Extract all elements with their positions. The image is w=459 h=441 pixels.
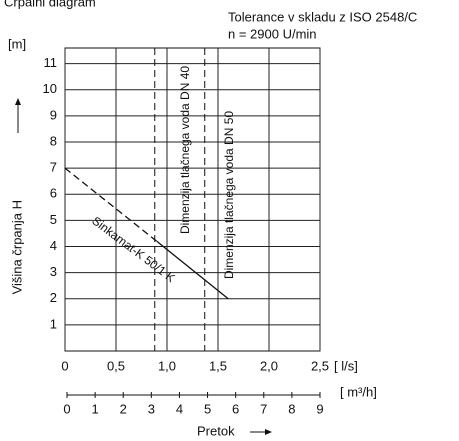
y-tick-label: 8: [50, 133, 57, 148]
x-tick-label: 1,0: [158, 358, 176, 373]
x-unit: [ l/s]: [334, 358, 358, 373]
x2-tick-label: 3: [148, 401, 155, 416]
y-tick-label: 7: [50, 160, 57, 175]
y-axis-label: Višina črpanja H: [9, 200, 24, 294]
x-tick-label: 1,5: [209, 358, 227, 373]
speed: n = 2900 U/min: [228, 26, 317, 41]
y-tick-label: 9: [50, 107, 57, 122]
x-tick-label: 2,0: [260, 358, 278, 373]
chart-title: Črpalni diagram: [4, 0, 96, 9]
y-arrow-head: [15, 98, 21, 105]
y-tick-label: 4: [50, 238, 57, 253]
subtitle: Tolerance v skladu z ISO 2548/C: [228, 9, 417, 24]
annotation: Dimenzija tlačnega voda DN 40: [178, 66, 192, 234]
y-tick-label: 1: [50, 316, 57, 331]
curve: [64, 167, 158, 242]
annotation: Dimenzija tlačnega voda DN 50: [222, 111, 236, 279]
x2-tick-label: 0: [63, 401, 70, 416]
x2-tick-label: 4: [176, 401, 183, 416]
curve: [156, 240, 229, 300]
x2-tick-label: 2: [120, 401, 127, 416]
plot-frame: [64, 47, 321, 352]
curve-label: Sinkamat-K 50/1 K: [89, 214, 177, 285]
x-arrow-head: [265, 429, 272, 435]
x2-tick-label: 9: [316, 401, 323, 416]
x-tick-label: 0,5: [107, 358, 125, 373]
x2-unit: [ m³/h]: [340, 384, 377, 399]
x-tick-label: 0: [61, 358, 68, 373]
x-tick-label: 2,5: [311, 358, 329, 373]
y-tick-label: 5: [50, 212, 57, 227]
x2-tick-label: 8: [288, 401, 295, 416]
y-tick-label: 2: [50, 290, 57, 305]
x-axis-label: Pretok: [197, 423, 235, 438]
x2-tick-label: 6: [232, 401, 239, 416]
y-unit: [m]: [8, 36, 26, 51]
y-tick-label: 3: [50, 264, 57, 279]
x2-tick-label: 1: [91, 401, 98, 416]
y-tick-label: 10: [43, 81, 57, 96]
x2-tick-label: 5: [204, 401, 211, 416]
x2-tick-label: 7: [260, 401, 267, 416]
y-tick-label: 6: [50, 186, 57, 201]
y-tick-label: 11: [44, 55, 58, 70]
